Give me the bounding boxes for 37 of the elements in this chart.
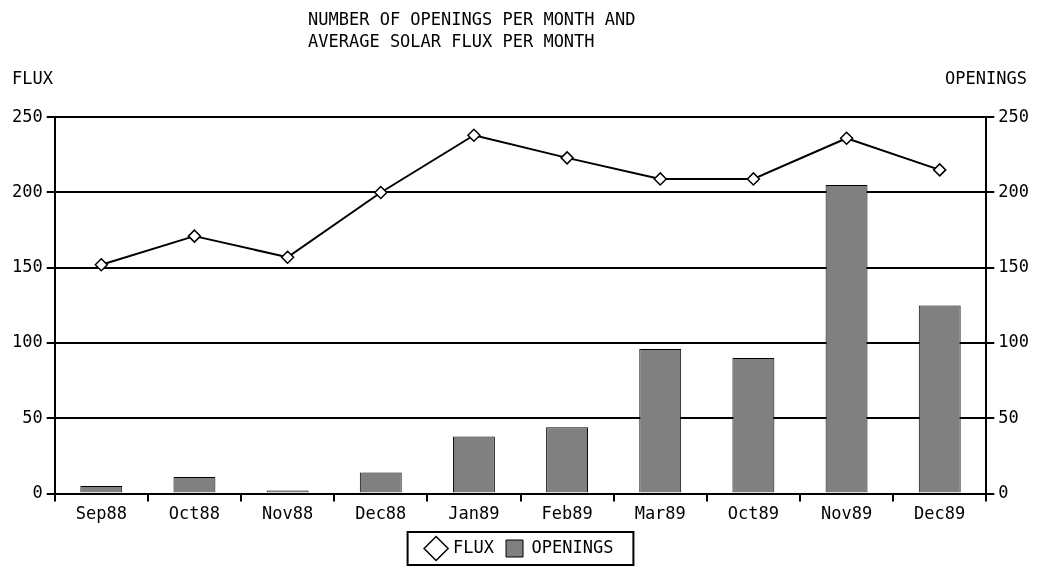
y-tick-label: 200: [11, 180, 43, 201]
y-tick-label: 250: [11, 105, 43, 126]
point: [467, 128, 481, 143]
y2-axis-title: OPENINGS: [945, 68, 1027, 88]
point: [839, 131, 854, 146]
y2-tick-label: 200: [998, 180, 1030, 201]
point: [187, 229, 202, 243]
legend-label: OPENINGS: [531, 536, 614, 557]
x-tick-label: Nov88: [262, 503, 314, 524]
y-tick-label: 150: [11, 256, 43, 277]
x-tick-label: Nov89: [820, 503, 873, 524]
y-tick-label: 50: [22, 406, 43, 427]
point: [653, 172, 667, 186]
x-tick-label: Feb89: [541, 503, 593, 524]
x-tick-label: Mar89: [634, 503, 686, 524]
point: [560, 151, 574, 165]
y-axis-title: FLUX: [12, 68, 53, 88]
x-tick-label: Oct88: [168, 503, 221, 524]
point: [280, 250, 295, 264]
y-tick-label: 100: [11, 331, 43, 352]
y2-tick-label: 50: [998, 406, 1019, 427]
y2-tick-label: 150: [998, 256, 1030, 277]
point: [746, 172, 761, 186]
x-tick-label: Dec89: [914, 503, 966, 524]
x-tick-label: Dec88: [355, 503, 407, 524]
point: [94, 258, 109, 272]
y2-tick-label: 100: [998, 331, 1030, 352]
x-tick-label: Jan89: [448, 503, 500, 524]
point: [932, 163, 947, 177]
chart-title: NUMBER OF OPENINGS PER MONTH AND AVERAGE SOLAR FLUX PER MONTH: [308, 8, 636, 52]
y2-tick-label: 0: [998, 482, 1009, 503]
point: [374, 185, 388, 200]
x-tick-label: Sep88: [75, 503, 127, 524]
y2-tick-label: 250: [998, 105, 1030, 126]
x-tick-label: Oct89: [727, 503, 779, 524]
y-tick-label: 0: [32, 482, 43, 503]
legend-label: FLUX: [453, 536, 495, 557]
